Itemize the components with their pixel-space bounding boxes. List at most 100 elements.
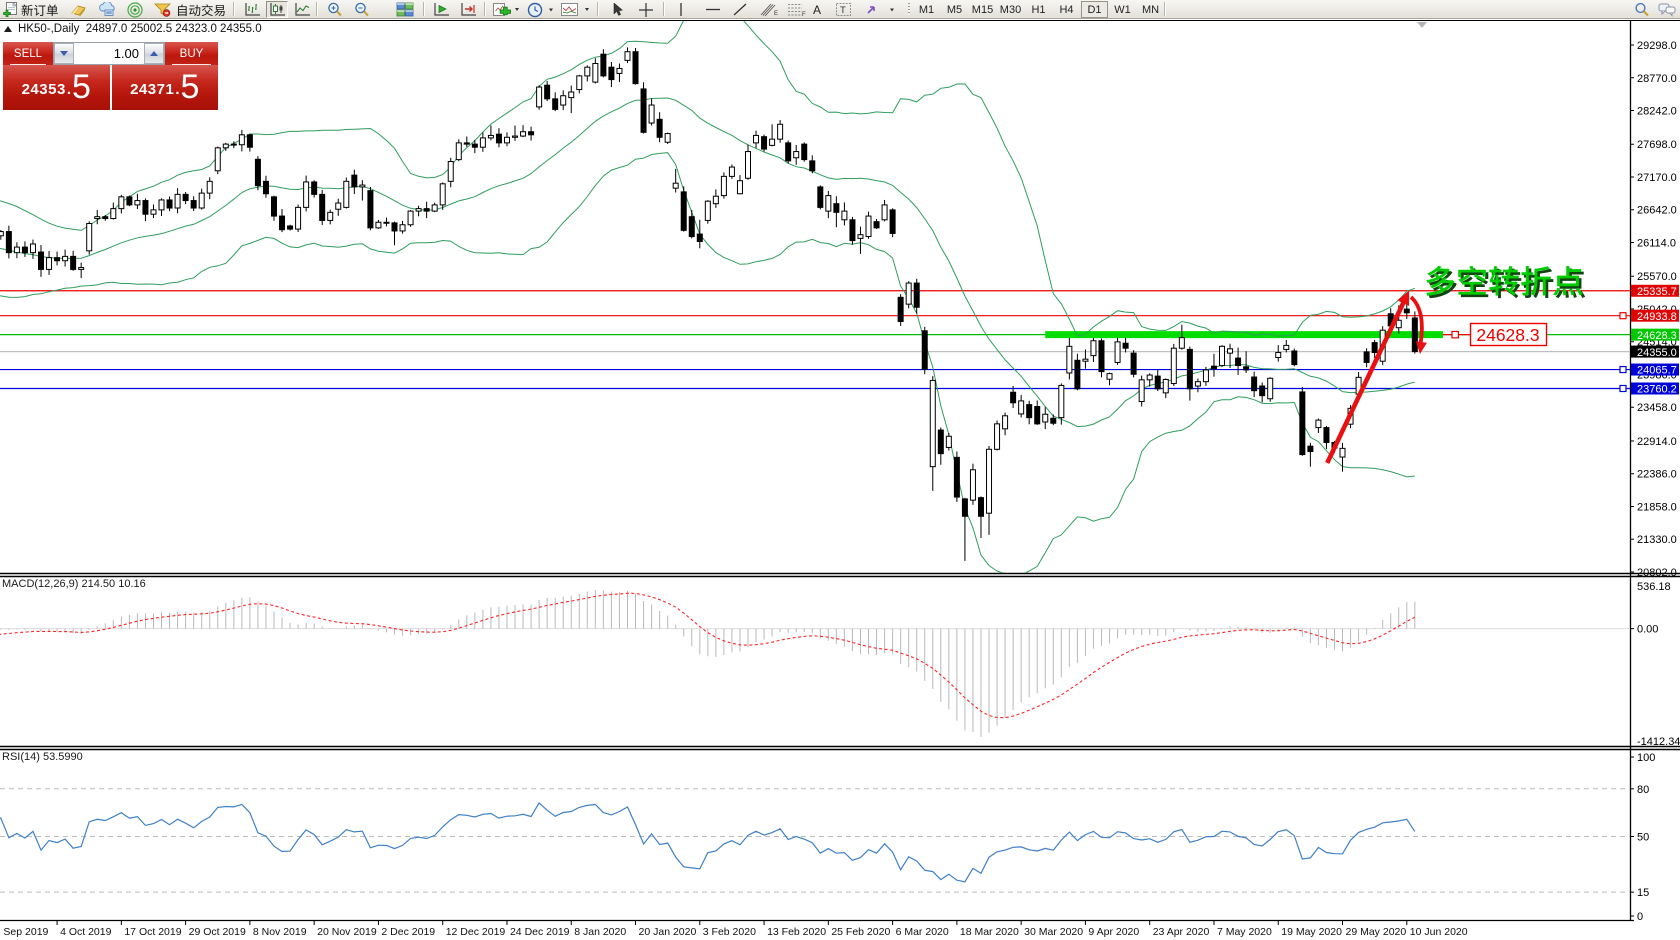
- candle-body: [270, 196, 277, 217]
- candle-body: [1291, 350, 1298, 366]
- candle-body: [1162, 378, 1169, 394]
- zoom-out-icon[interactable]: [351, 1, 373, 18]
- sell-button[interactable]: SELL: [3, 42, 53, 65]
- timeframe-M1[interactable]: M1: [918, 3, 935, 16]
- candle-body: [1371, 342, 1378, 354]
- price-axis[interactable]: 29298.0 28770.0 28242.0 27698.0 27170.0 26642…: [1630, 40, 1680, 923]
- sell-price-panel[interactable]: 24353. 5: [3, 65, 110, 110]
- volume-input[interactable]: 1.00: [113, 46, 139, 61]
- search-icon[interactable]: [1632, 1, 1652, 18]
- trendline-icon[interactable]: [729, 1, 751, 18]
- templates-button[interactable]: [558, 1, 592, 18]
- one-click-collapse-icon[interactable]: [4, 26, 12, 32]
- price-badge-25335.7: 25335.7: [1631, 284, 1679, 298]
- cursor-icon[interactable]: [606, 1, 628, 18]
- time-axis[interactable]: 23 Sep 2019 4 Oct 2019 17 Oct 2019 29 Oct 2…: [0, 921, 1468, 938]
- candle-body: [761, 136, 768, 150]
- chart-shift-marker[interactable]: [1417, 22, 1427, 28]
- timeframe-H4[interactable]: H4: [1059, 3, 1074, 16]
- arrows-tool-button[interactable]: [862, 1, 898, 18]
- price-box[interactable]: [1469, 322, 1548, 347]
- candle-body: [279, 215, 286, 231]
- candle-body: [142, 200, 149, 215]
- svg-text:24355.0: 24355.0: [1637, 347, 1677, 359]
- tile-windows-icon[interactable]: [393, 1, 417, 18]
- chat-icon[interactable]: [1656, 1, 1678, 18]
- time-axis-label: 7 May 2020: [1217, 926, 1272, 938]
- time-axis-label: 9 Apr 2020: [1088, 926, 1139, 938]
- crosshair-icon[interactable]: [635, 1, 657, 18]
- candle-body: [921, 330, 928, 370]
- buy-price-panel[interactable]: 24371. 5: [111, 65, 218, 110]
- candle-body: [86, 223, 93, 252]
- text-label-icon[interactable]: T: [832, 1, 854, 18]
- candle-body: [969, 469, 976, 501]
- timeframe-M15[interactable]: M15: [971, 3, 994, 16]
- price-axis-label: 27170.0: [1637, 172, 1677, 184]
- candle-body: [182, 193, 189, 202]
- new-order-button[interactable]: [20, 1, 62, 18]
- sell-price: 24353: [21, 81, 66, 98]
- annotation-text[interactable]: [1426, 265, 1586, 299]
- candle-body: [102, 216, 109, 220]
- candle-body: [5, 231, 12, 254]
- time-axis-label: 29 Oct 2019: [189, 926, 246, 938]
- candle-body: [447, 160, 454, 182]
- price-box-text: 24628.3: [1476, 325, 1539, 345]
- autotrading-button[interactable]: [175, 1, 229, 18]
- history-center-icon[interactable]: [68, 1, 88, 18]
- timeframe-M5[interactable]: M5: [946, 3, 963, 16]
- reversal-arrow[interactable]: [1409, 295, 1424, 345]
- sell-price-pips: 5: [71, 67, 91, 106]
- autotrading-icon[interactable]: [152, 1, 172, 18]
- trend-arrow[interactable]: [1325, 294, 1409, 464]
- time-axis-label: 24 Dec 2019: [510, 926, 570, 938]
- timeframe-D1[interactable]: D1: [1081, 1, 1108, 18]
- candle-body: [158, 199, 165, 211]
- horizontal-line-icon[interactable]: [702, 1, 724, 18]
- candle-body: [174, 193, 181, 209]
- candle-body: [833, 203, 840, 213]
- price-axis-label: 28242.0: [1637, 106, 1677, 118]
- candle-body: [584, 66, 591, 77]
- auto-scroll-icon[interactable]: [430, 1, 452, 18]
- timeframe-MN[interactable]: MN: [1141, 3, 1160, 16]
- channel-icon[interactable]: E: [757, 1, 781, 18]
- candle-body: [1106, 373, 1113, 380]
- signals-icon[interactable]: [124, 1, 146, 18]
- fibonacci-icon[interactable]: F: [785, 1, 809, 18]
- community-icon[interactable]: [96, 1, 118, 18]
- new-order-icon[interactable]: [2, 1, 19, 18]
- timeframe-M30[interactable]: M30: [999, 3, 1022, 16]
- candle-body: [1227, 348, 1234, 354]
- candle-body: [929, 379, 936, 468]
- time-axis-label: 17 Oct 2019: [124, 926, 181, 938]
- volume-decrease-button[interactable]: [54, 43, 74, 64]
- time-axis-label: 18 Mar 2020: [960, 926, 1019, 938]
- buy-button[interactable]: BUY: [165, 42, 218, 65]
- bar-chart-icon[interactable]: [241, 1, 263, 18]
- candle-body: [1235, 357, 1242, 367]
- candle-body: [1058, 384, 1065, 419]
- chart-shift-icon[interactable]: [457, 1, 479, 18]
- candle-chart-icon[interactable]: [266, 1, 288, 18]
- candle-body: [994, 423, 1001, 450]
- price-axis-label: 25570.0: [1637, 271, 1677, 283]
- bid-price-badge: 24355.0: [1631, 345, 1679, 359]
- candle-body: [222, 143, 229, 149]
- line-chart-icon[interactable]: [291, 1, 313, 18]
- volume-increase-button[interactable]: [144, 43, 164, 64]
- timeframe-W1[interactable]: W1: [1114, 3, 1131, 16]
- indicators-button[interactable]: [490, 1, 522, 18]
- timeframe-H1[interactable]: H1: [1031, 3, 1046, 16]
- zoom-in-icon[interactable]: [324, 1, 346, 18]
- volume-spinner: 1.00: [53, 42, 165, 65]
- candle-body: [1130, 352, 1137, 375]
- periods-button[interactable]: [524, 1, 556, 18]
- text-tool-icon[interactable]: A: [812, 2, 821, 17]
- candle-body: [327, 211, 334, 221]
- vertical-line-icon[interactable]: [670, 1, 692, 18]
- candle-body: [1186, 348, 1193, 390]
